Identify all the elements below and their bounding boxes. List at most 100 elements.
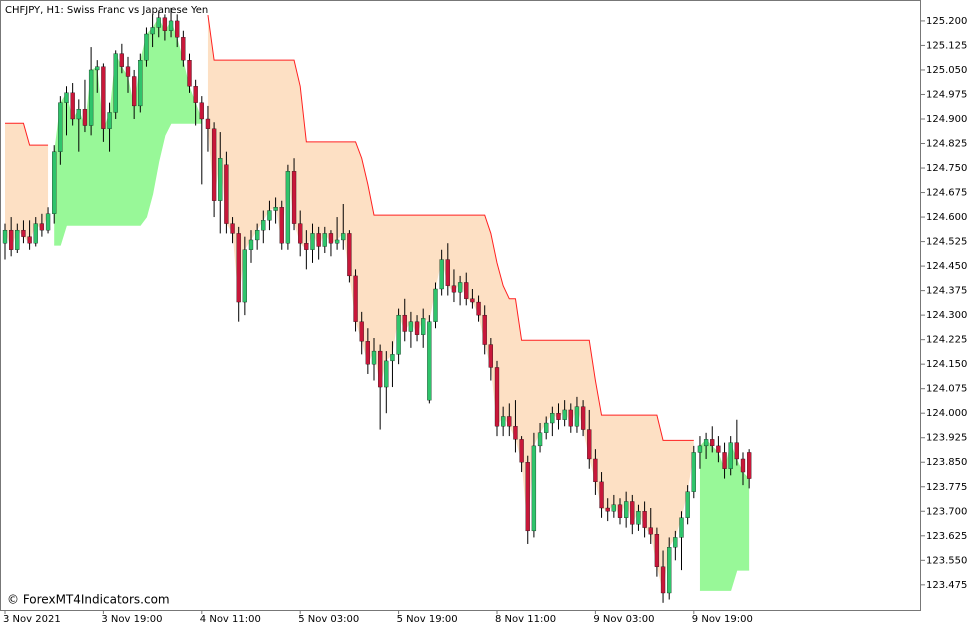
candle-body xyxy=(476,301,481,316)
candle-body xyxy=(574,406,580,427)
y-tick-label: 124.525 xyxy=(926,237,967,248)
candle-body xyxy=(353,275,358,322)
candle-body xyxy=(113,53,118,113)
candle-body xyxy=(39,223,45,231)
candle-body xyxy=(513,426,518,440)
lines xyxy=(5,14,750,591)
candle-body xyxy=(187,60,192,87)
trend-fill xyxy=(699,439,750,591)
candle-body xyxy=(531,445,537,532)
candle-body xyxy=(556,413,561,420)
y-tick-label: 124.225 xyxy=(926,335,967,346)
candle-body xyxy=(162,17,168,31)
candle-body xyxy=(642,511,647,528)
watermark: © ForexMT4Indicators.com xyxy=(7,593,170,607)
x-tick-label: 5 Nov 03:00 xyxy=(298,614,359,625)
y-tick-label: 124.750 xyxy=(926,163,967,174)
y-tick-label: 124.000 xyxy=(926,408,967,419)
candle-body xyxy=(131,76,137,107)
candle-body xyxy=(593,458,598,483)
candle-body xyxy=(33,223,38,244)
trend-fill xyxy=(5,123,49,250)
candle-body xyxy=(630,501,635,525)
candle-body xyxy=(316,233,321,247)
candle-body xyxy=(64,92,69,103)
trend-line xyxy=(699,569,750,591)
candle-body xyxy=(267,210,272,221)
candle-body xyxy=(667,547,672,594)
candle-body xyxy=(457,282,463,293)
candle-body xyxy=(285,171,291,244)
candle-body xyxy=(636,511,641,525)
candle-body xyxy=(76,109,81,120)
candle-body xyxy=(747,452,752,479)
candle-body xyxy=(537,432,543,447)
candle-body xyxy=(544,422,549,433)
y-tick-label: 124.900 xyxy=(926,114,967,125)
candle-body xyxy=(328,233,334,244)
candle-body xyxy=(685,491,690,518)
candle-body xyxy=(218,158,223,201)
y-tick-label: 125.050 xyxy=(926,65,967,76)
x-tick-label: 5 Nov 19:00 xyxy=(397,614,458,625)
candle-body xyxy=(236,233,241,303)
candle-body xyxy=(740,458,746,473)
candle-body xyxy=(341,233,346,241)
candle-body xyxy=(716,445,721,453)
candle-body xyxy=(119,53,124,67)
candle-body xyxy=(697,445,703,453)
candle-body xyxy=(21,229,26,237)
candle-body xyxy=(205,118,211,129)
candle-body xyxy=(421,318,426,335)
candle-body xyxy=(377,350,383,388)
candle-body xyxy=(433,288,438,322)
candle-body xyxy=(2,229,8,244)
candle-body xyxy=(445,259,450,286)
candle-body xyxy=(500,416,506,427)
x-tick-label: 8 Nov 11:00 xyxy=(495,614,556,625)
candle-body xyxy=(58,102,63,152)
candle-body xyxy=(291,171,297,224)
y-tick-label: 124.675 xyxy=(926,188,967,199)
candle-body xyxy=(648,527,653,535)
candle-body xyxy=(181,37,186,61)
candle-body xyxy=(156,17,161,28)
axes: 125.200 125.125 125.050 124.975 124.900 124.8… xyxy=(3,16,967,625)
candle-body xyxy=(150,27,155,35)
y-tick-label: 123.550 xyxy=(926,555,967,566)
candle-body xyxy=(550,413,555,424)
candle-body xyxy=(27,236,32,244)
candle-body xyxy=(439,259,444,290)
candle-body xyxy=(359,321,364,342)
candle-body xyxy=(254,229,260,241)
candle-body xyxy=(624,501,629,518)
candle-body xyxy=(660,566,666,594)
candle-body xyxy=(168,20,174,31)
candle-body xyxy=(488,344,494,368)
candle-body xyxy=(414,321,420,335)
candle-body xyxy=(15,229,20,250)
trend-line xyxy=(54,122,202,246)
candle-body xyxy=(679,517,684,538)
y-tick-label: 125.125 xyxy=(926,40,967,51)
candle-body xyxy=(175,20,180,38)
candle-body xyxy=(125,66,131,77)
candle-body xyxy=(248,239,254,250)
y-tick-label: 123.850 xyxy=(926,457,967,468)
x-tick-label: 3 Nov 2021 xyxy=(3,614,61,625)
candle-body xyxy=(224,164,229,224)
candle-body xyxy=(88,69,94,126)
x-tick-label: 3 Nov 19:00 xyxy=(101,614,162,625)
candle-body xyxy=(451,285,457,293)
candle-body xyxy=(193,86,198,103)
candle-body xyxy=(322,233,327,247)
trend-line xyxy=(207,14,694,441)
candle-body xyxy=(611,504,616,512)
y-tick-label: 124.075 xyxy=(926,384,967,395)
y-tick-label: 124.300 xyxy=(926,310,967,321)
candle-body xyxy=(691,452,696,492)
candle-body xyxy=(703,439,709,447)
candle-body xyxy=(365,341,371,365)
candles xyxy=(2,7,752,603)
y-tick-label: 123.700 xyxy=(926,506,967,517)
